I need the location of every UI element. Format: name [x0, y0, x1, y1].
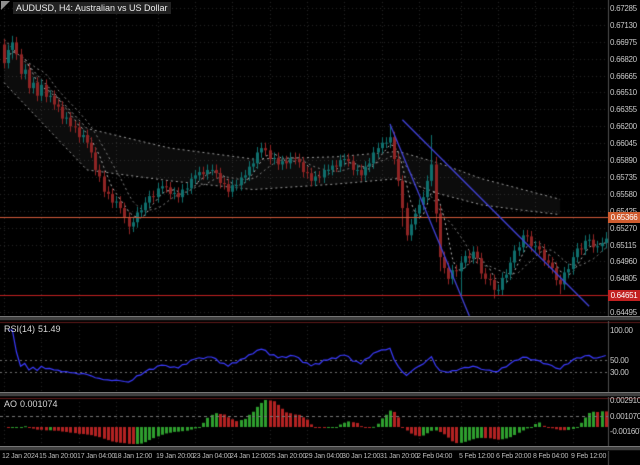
chart-title-text: AUDUSD, H4: Australian vs US Dollar — [16, 3, 168, 13]
rsi-indicator-label: RSI(14) 51.49 — [4, 324, 64, 334]
one-click-trading-icon[interactable] — [1, 1, 10, 10]
ao-indicator-label: AO 0.001074 — [4, 399, 61, 409]
rsi-name: RSI(14) — [4, 324, 36, 334]
ao-name: AO — [4, 399, 18, 409]
pane-separator-rsi[interactable] — [0, 316, 640, 321]
price-line-badge-upper[interactable]: 0.65366 — [608, 212, 640, 223]
pane-separator-time[interactable] — [0, 446, 640, 451]
pane-separator-ao[interactable] — [0, 392, 640, 397]
ao-value: 0.001074 — [20, 399, 58, 409]
rsi-value: 51.49 — [38, 324, 61, 334]
time-axis[interactable] — [0, 451, 608, 465]
chart-title: AUDUSD, H4: Australian vs US Dollar — [13, 2, 171, 14]
price-line-badge-lower[interactable]: 0.64651 — [608, 290, 640, 301]
